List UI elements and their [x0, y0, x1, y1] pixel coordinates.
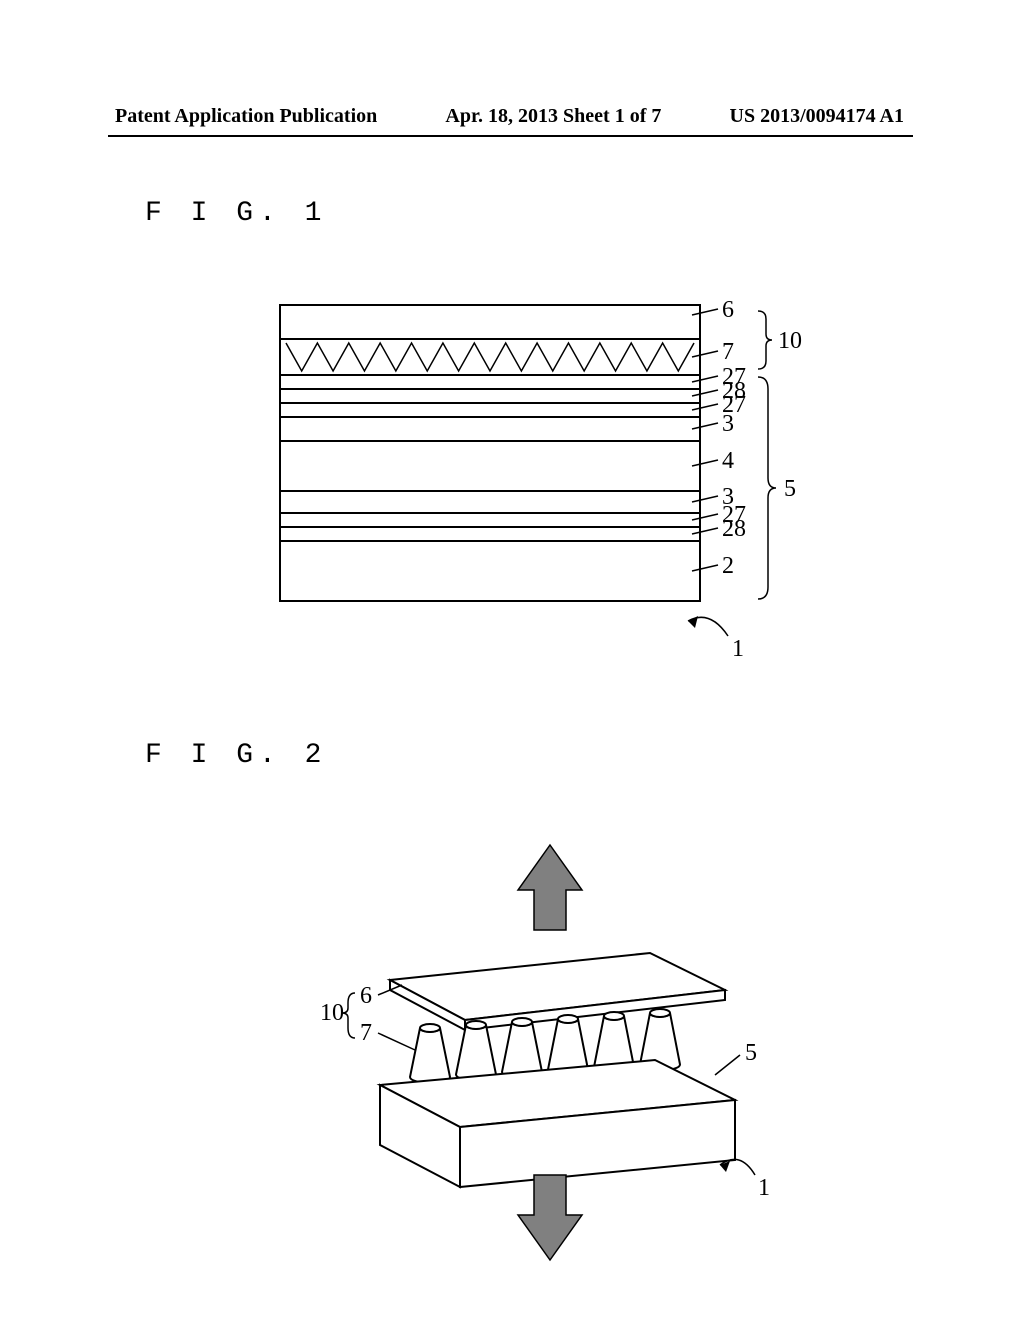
header-left: Patent Application Publication — [115, 105, 377, 128]
fig2-svg: 5 1 10 6 7 — [320, 845, 840, 1265]
ref-5: 5 — [745, 1040, 757, 1066]
ref-10: 10 — [778, 328, 802, 354]
ref-6: 6 — [360, 983, 372, 1009]
fig1-diagram: 67272827343272821051 — [280, 305, 780, 690]
ref-label: 7 — [722, 339, 734, 365]
fig2-diagram: 5 1 10 6 7 — [320, 845, 770, 1270]
header-center: Apr. 18, 2013 Sheet 1 of 7 — [445, 105, 661, 128]
arrow-up-icon — [518, 845, 582, 930]
arrow-down-icon — [518, 1175, 582, 1260]
ref-10: 10 — [320, 1000, 344, 1026]
ref-7: 7 — [360, 1020, 372, 1046]
ref-label: 3 — [722, 411, 734, 437]
fig2-label: F I G. 2 — [145, 740, 327, 771]
ref-1: 1 — [758, 1175, 770, 1201]
ref-1: 1 — [732, 636, 744, 662]
ref-5: 5 — [784, 476, 796, 502]
ref-label: 2 — [722, 553, 734, 579]
fig1-label: F I G. 1 — [145, 198, 327, 229]
ref-label: 28 — [722, 516, 746, 542]
page-header: Patent Application Publication Apr. 18, … — [0, 105, 1024, 128]
ref-label: 6 — [722, 297, 734, 323]
fig1-svg: 67272827343272821051 — [280, 305, 900, 685]
ref-label: 4 — [722, 448, 734, 474]
header-right: US 2013/0094174 A1 — [730, 105, 904, 128]
header-rule — [108, 135, 913, 137]
